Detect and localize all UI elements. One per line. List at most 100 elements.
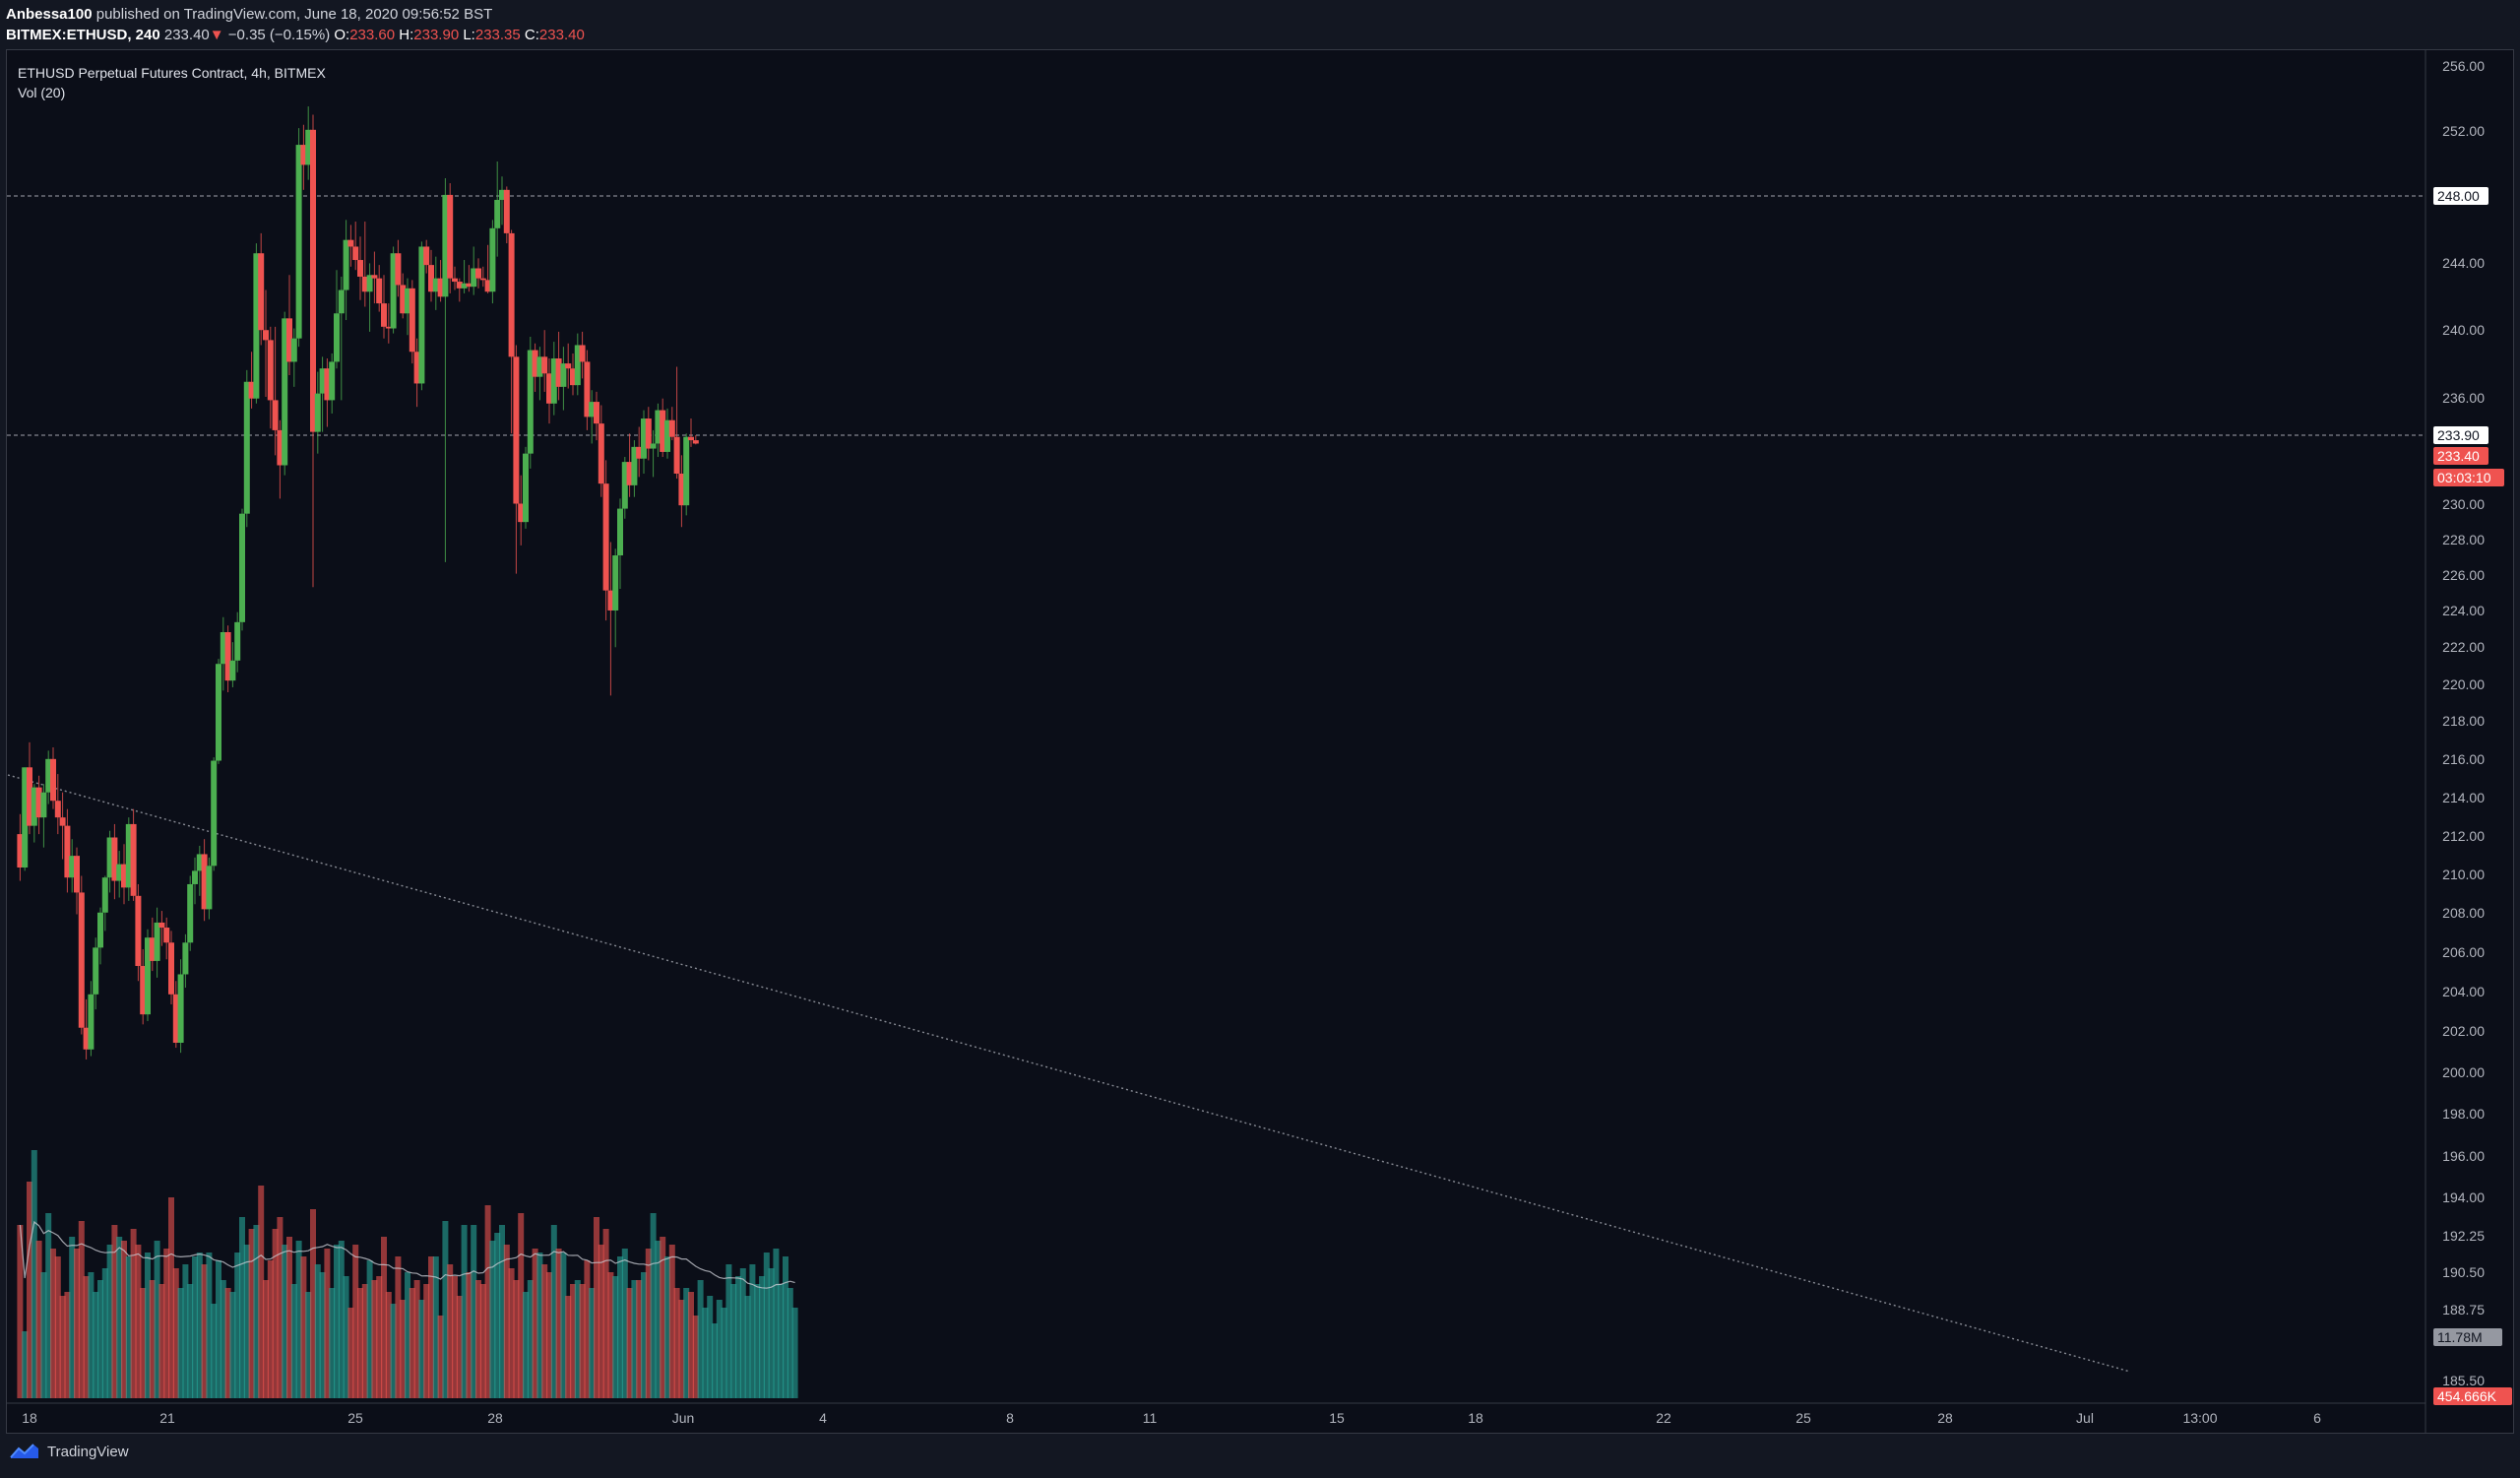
publisher-line: Anbessa100 published on TradingView.com,…	[6, 4, 585, 25]
volume-bar	[405, 1272, 410, 1398]
time-tick-label: 18	[1468, 1410, 1483, 1426]
last-price: 233.40	[163, 27, 210, 43]
symbol-label[interactable]: BITMEX:ETHUSD, 240	[6, 27, 160, 43]
candle-body	[248, 381, 255, 399]
volume-bar	[305, 1292, 312, 1398]
volume-bar	[783, 1256, 788, 1398]
candle-body	[172, 994, 179, 1043]
candle-body	[385, 326, 392, 329]
candle-body	[518, 503, 525, 523]
time-tick-label: 21	[159, 1410, 175, 1426]
volume-bar	[418, 1300, 425, 1398]
volume-bar	[125, 1256, 132, 1398]
trendline	[7, 774, 2131, 1373]
price-label-box	[2433, 1328, 2502, 1346]
time-tick-label: 13:00	[2182, 1410, 2217, 1426]
candle-body	[300, 145, 307, 165]
candle-body	[130, 823, 137, 896]
volume-bar	[172, 1268, 179, 1398]
volume-bar	[668, 1245, 675, 1398]
volume-bar	[149, 1280, 156, 1398]
candle-body	[395, 253, 402, 286]
time-tick-label: 11	[1143, 1410, 1158, 1426]
candle-body	[145, 937, 151, 1015]
volume-bar	[489, 1241, 496, 1398]
volume-bar	[570, 1284, 576, 1398]
price-tick-label: 252.00	[2442, 123, 2485, 139]
volume-bar	[579, 1284, 586, 1398]
volume-bar	[196, 1253, 203, 1398]
price-label-box	[2433, 426, 2488, 444]
volume-bar	[461, 1225, 468, 1398]
candle-body	[437, 278, 444, 297]
volume-bar	[338, 1241, 345, 1398]
volume-bar	[17, 1225, 24, 1398]
candle-body	[536, 356, 543, 377]
candle-body	[31, 787, 37, 826]
candle-body	[527, 350, 534, 454]
volume-bar	[106, 1245, 113, 1398]
candle-body	[607, 590, 614, 610]
volume-bar	[636, 1280, 643, 1398]
candle-body	[589, 402, 596, 418]
volume-bar	[494, 1233, 501, 1398]
candle-body	[177, 974, 184, 1043]
candle-body	[74, 856, 80, 893]
volume-bar	[376, 1276, 383, 1398]
candle-body	[334, 313, 340, 362]
volume-bar	[688, 1292, 694, 1398]
candle-body	[664, 419, 670, 452]
volume-bar	[101, 1268, 108, 1398]
volume-bar	[116, 1237, 123, 1398]
volume-bar	[45, 1213, 52, 1398]
volume-bar	[730, 1284, 737, 1398]
candle-body	[499, 189, 505, 201]
candle-body	[631, 446, 638, 485]
candle-body	[641, 418, 647, 459]
volume-bar	[295, 1241, 302, 1398]
price-tick-label: 188.75	[2442, 1302, 2485, 1317]
candle-body	[617, 508, 623, 556]
candle-body	[201, 854, 208, 910]
volume-bar	[93, 1292, 99, 1398]
legend-volume[interactable]: Vol (20)	[18, 85, 66, 100]
volume-bar	[319, 1272, 326, 1398]
legend-title[interactable]: ETHUSD Perpetual Futures Contract, 4h, B…	[18, 65, 326, 81]
volume-bar	[224, 1288, 231, 1398]
price-label-box	[2433, 469, 2504, 486]
symbol-line: BITMEX:ETHUSD, 240 233.40▼ −0.35 (−0.15%…	[6, 25, 585, 45]
candle-body	[220, 632, 226, 665]
volume-bar	[768, 1268, 775, 1398]
author-name[interactable]: Anbessa100	[6, 6, 93, 23]
candle-body	[621, 462, 628, 509]
volume-bar	[754, 1284, 761, 1398]
volume-bar	[612, 1276, 619, 1398]
volume-bar	[763, 1253, 770, 1398]
candle-body	[329, 361, 336, 401]
volume-bar	[645, 1249, 652, 1398]
candle-body	[423, 246, 430, 266]
time-tick-label: 25	[347, 1410, 363, 1426]
candle-body	[405, 288, 410, 314]
footer-brand[interactable]: TradingView	[47, 1443, 129, 1460]
candle-body	[295, 145, 302, 339]
time-tick-label: Jul	[2076, 1410, 2094, 1426]
candle-body	[366, 275, 373, 292]
candle-body	[83, 1027, 90, 1050]
volume-bar	[702, 1308, 709, 1398]
candle-body	[555, 358, 562, 387]
candle-body	[40, 792, 47, 818]
volume-bar	[158, 1284, 165, 1398]
volume-bar	[361, 1284, 368, 1398]
volume-bar	[791, 1308, 798, 1398]
candle-body	[196, 854, 203, 871]
price-tick-label: 214.00	[2442, 790, 2485, 805]
candle-body	[376, 278, 383, 304]
candle-body	[565, 363, 572, 369]
price-tick-label: 240.00	[2442, 322, 2485, 338]
candle-body	[27, 767, 32, 826]
tradingview-logo-icon[interactable]	[10, 1443, 39, 1460]
candle-body	[163, 928, 170, 943]
time-tick-label: 8	[1006, 1410, 1014, 1426]
